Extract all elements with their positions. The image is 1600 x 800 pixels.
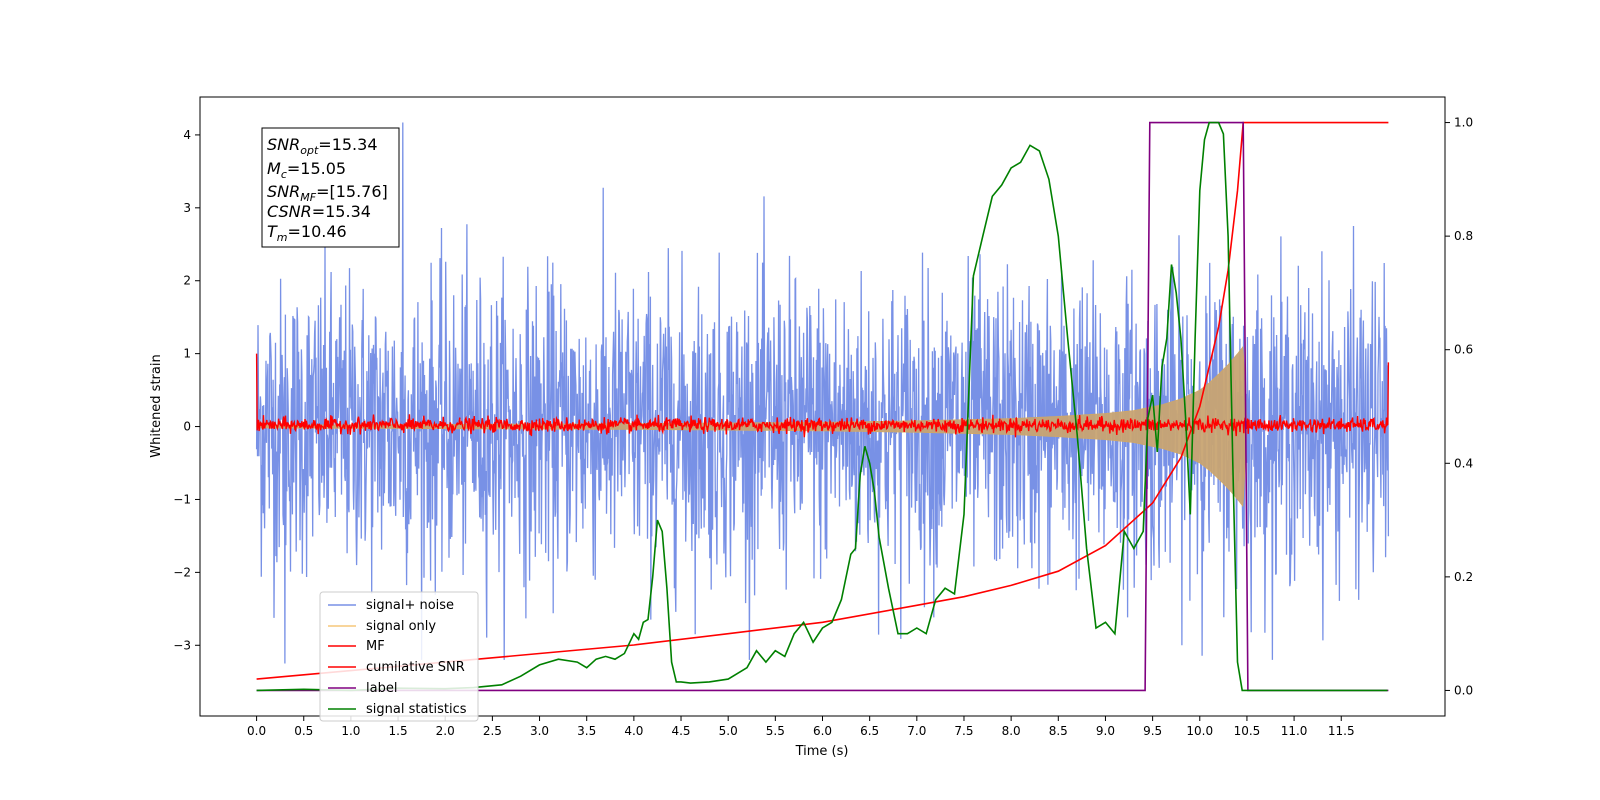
x-tick-label: 2.5 bbox=[483, 724, 502, 738]
x-axis: 0.0 0.5 1.0 1.5 2.0 2.5 3.0 3.5 4.0 4.5 5.0 5.5 6.0 6… bbox=[247, 716, 1355, 738]
series-mf bbox=[255, 353, 1390, 438]
x-tick-label: 11.5 bbox=[1328, 724, 1355, 738]
y-tick-label-right: 0.6 bbox=[1454, 343, 1473, 357]
series-signal-noise bbox=[255, 122, 1390, 664]
x-tick-label: 7.0 bbox=[907, 724, 926, 738]
x-tick-label: 3.5 bbox=[577, 724, 596, 738]
annotation-frame bbox=[261, 127, 400, 248]
cumilative-snr-line bbox=[256, 121, 1389, 680]
legend-label-signal-statistics: signal statistics bbox=[366, 702, 467, 717]
plot-area bbox=[255, 121, 1390, 692]
x-tick-label: 3.0 bbox=[530, 724, 549, 738]
x-tick-label: 6.0 bbox=[813, 724, 832, 738]
y-tick-label-right: 1.0 bbox=[1454, 116, 1473, 130]
x-tick-label: 0.5 bbox=[294, 724, 313, 738]
x-tick-label: 10.5 bbox=[1234, 724, 1261, 738]
y-tick-label-left: −1 bbox=[173, 492, 191, 506]
legend-label-signal-noise: signal+ noise bbox=[366, 598, 454, 613]
x-tick-label: 4.0 bbox=[624, 724, 643, 738]
y-tick-label-right: 0.8 bbox=[1454, 229, 1473, 243]
legend-frame bbox=[319, 591, 479, 722]
y-tick-label-left: 2 bbox=[183, 274, 191, 288]
x-tick-label: 1.5 bbox=[389, 724, 408, 738]
x-tick-label: 8.5 bbox=[1049, 724, 1068, 738]
x-tick-label: 10.0 bbox=[1186, 724, 1213, 738]
x-tick-label: 0.0 bbox=[247, 724, 266, 738]
legend-label-signal-only: signal only bbox=[366, 619, 436, 634]
x-tick-label: 5.0 bbox=[719, 724, 738, 738]
annotation-tm: Tm=10.46 bbox=[267, 222, 347, 244]
mf-line bbox=[255, 353, 1390, 438]
y-tick-label-left: 0 bbox=[183, 420, 191, 434]
y-tick-label-right: 0.0 bbox=[1454, 683, 1473, 697]
x-tick-label: 11.0 bbox=[1281, 724, 1308, 738]
signal-statistics-line bbox=[256, 121, 1388, 692]
x-tick-label: 6.5 bbox=[860, 724, 879, 738]
legend-label-cumilative-snr: cumilative SNR bbox=[366, 660, 465, 675]
annotation-snr-opt: SNRopt=15.34 bbox=[267, 135, 378, 157]
annotation-mc: Mc=15.05 bbox=[267, 159, 346, 181]
x-tick-label: 9.0 bbox=[1096, 724, 1115, 738]
legend-label-mf: MF bbox=[366, 639, 385, 654]
y-tick-label-left: 4 bbox=[183, 128, 191, 142]
annotation-snr-mf: SNRMF=[15.76] bbox=[267, 182, 388, 204]
y-axis-label: Whitened strain bbox=[149, 354, 164, 457]
x-tick-label: 2.0 bbox=[436, 724, 455, 738]
x-tick-label: 7.5 bbox=[954, 724, 973, 738]
x-tick-label: 4.5 bbox=[671, 724, 690, 738]
legend-label-label: label bbox=[366, 681, 397, 696]
y-axis-left: −3 −2 −1 0 1 2 3 4 bbox=[173, 128, 200, 652]
legend: signal+ noise signal only MF cumilative … bbox=[319, 591, 479, 722]
x-axis-label: Time (s) bbox=[795, 744, 849, 759]
annotation-csnr: CSNR=15.34 bbox=[267, 202, 371, 221]
y-tick-label-left: 1 bbox=[183, 347, 191, 361]
y-tick-label-left: −3 bbox=[173, 638, 191, 652]
y-tick-label-right: 0.2 bbox=[1454, 570, 1473, 584]
annotation-box: SNRopt=15.34 Mc=15.05 SNRMF=[15.76] CSNR… bbox=[261, 127, 400, 248]
y-axis-right: 0.0 0.2 0.4 0.6 0.8 1.0 bbox=[1445, 116, 1473, 697]
series-cumilative-snr bbox=[256, 121, 1389, 680]
x-tick-label: 8.0 bbox=[1002, 724, 1021, 738]
y-tick-label-right: 0.4 bbox=[1454, 456, 1473, 470]
series-signal-statistics bbox=[256, 121, 1388, 692]
y-tick-label-left: −2 bbox=[173, 565, 191, 579]
signal-noise-line bbox=[255, 122, 1390, 664]
x-tick-label: 9.5 bbox=[1143, 724, 1162, 738]
y-tick-label-left: 3 bbox=[183, 201, 191, 215]
x-tick-label: 1.0 bbox=[341, 724, 360, 738]
x-tick-label: 5.5 bbox=[766, 724, 785, 738]
